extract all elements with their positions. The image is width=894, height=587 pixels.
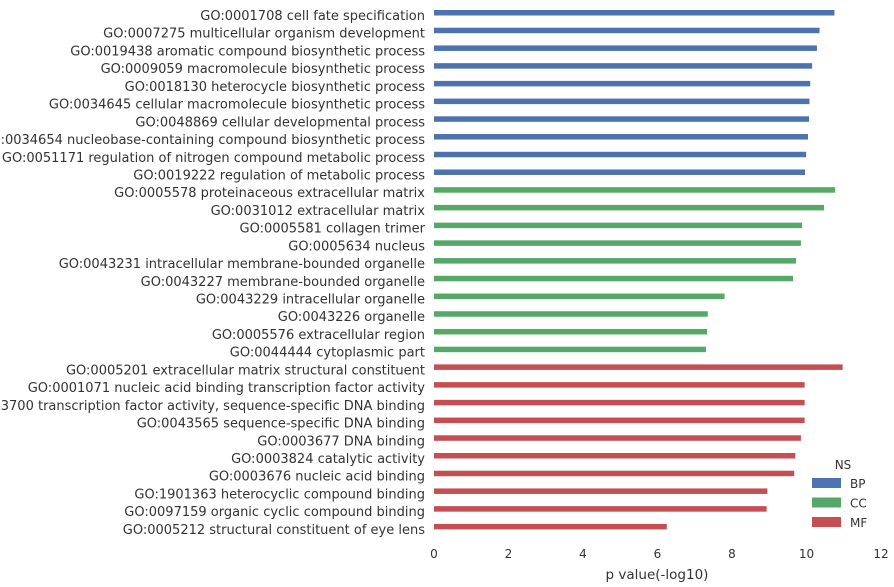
legend-swatch-cc (812, 497, 841, 508)
bar-bp (434, 63, 813, 69)
category-label: GO:0005201 extracellular matrix structur… (66, 363, 425, 378)
bar-mf (434, 435, 801, 441)
bar-bp (434, 45, 817, 51)
category-label: GO:0043565 sequence-specific DNA binding (137, 417, 425, 432)
bar-cc (434, 240, 801, 246)
legend-entries: BP CC MF (812, 477, 867, 530)
x-axis-title: p value(-log10) (606, 567, 709, 583)
bar-cc (434, 311, 708, 317)
bar-bp (434, 98, 810, 105)
x-tick-label: 12 (873, 547, 888, 561)
category-label: GO:0043226 organelle (278, 310, 425, 325)
category-label: GO:0019222 regulation of metabolic proce… (133, 168, 425, 183)
category-label: GO:0005581 collagen trimer (240, 222, 426, 237)
bar-mf (434, 470, 795, 477)
bar-mf (434, 523, 667, 530)
bar-bp (434, 10, 835, 16)
legend-title: NS (835, 458, 852, 472)
bar-mf (434, 364, 843, 370)
legend-swatch-bp (812, 478, 841, 488)
legend-label: CC (850, 497, 867, 511)
bar-bp (434, 169, 806, 175)
x-tick-label: 2 (505, 547, 513, 561)
category-label: GO:0043229 intracellular organelle (196, 293, 425, 308)
bars-group (434, 10, 843, 530)
bar-cc (434, 328, 708, 335)
category-label: GO:0031012 extracellular matrix (211, 204, 426, 219)
x-tick-label: 8 (728, 547, 736, 561)
bar-bp (434, 134, 808, 140)
category-label: GO:0051171 regulation of nitrogen compou… (2, 151, 425, 166)
category-label: GO:0003700 transcription factor activity… (0, 399, 425, 414)
bar-mf (434, 417, 805, 424)
category-label: GO:0044444 cytoplasmic part (230, 346, 425, 361)
category-label: GO:0003824 catalytic activity (231, 452, 425, 467)
category-label: GO:0005578 proteinaceous extracellular m… (114, 186, 425, 201)
bar-mf (434, 506, 767, 512)
bar-cc (434, 293, 725, 300)
category-label: GO:0003677 DNA binding (257, 434, 425, 449)
category-label: GO:0001071 nucleic acid binding transcri… (28, 381, 426, 396)
category-label: GO:0007275 multicellular organism develo… (103, 27, 425, 42)
x-tick-label: 0 (430, 547, 438, 561)
bar-cc (434, 275, 794, 282)
legend-swatch-mf (812, 517, 841, 527)
category-label: GO:0097159 organic cyclic compound bindi… (124, 505, 425, 520)
legend-label: MF (850, 516, 867, 530)
category-label: GO:0034654 nucleobase-containing compoun… (0, 133, 425, 148)
bar-bp (434, 80, 811, 87)
bar-mf (434, 453, 796, 459)
bar-mf (434, 399, 805, 406)
x-tick-label: 6 (654, 547, 662, 561)
category-label: GO:0003676 nucleic acid binding (209, 470, 425, 485)
category-label: GO:0018130 heterocycle biosynthetic proc… (125, 80, 426, 95)
bar-bp (434, 116, 810, 122)
category-label: GO:0043231 intracellular membrane-bounde… (59, 257, 425, 272)
bar-mf (434, 488, 768, 494)
category-label: GO:0019438 aromatic compound biosyntheti… (70, 44, 425, 59)
bar-cc (434, 222, 803, 229)
bar-bp (434, 27, 820, 34)
bar-cc (434, 187, 836, 193)
bar-cc (434, 258, 797, 264)
category-label: GO:0034645 cellular macromolecule biosyn… (49, 98, 425, 113)
legend: NS BP CC MF (812, 458, 867, 530)
bar-bp (434, 151, 807, 158)
category-labels-group: GO:0001708 cell fate specification GO:000… (0, 9, 426, 538)
x-tick-label: 10 (799, 547, 814, 561)
x-tick-label: 4 (579, 547, 587, 561)
x-tick-labels-group: 0 2 4 6 8 10 12 (430, 547, 888, 561)
category-label: GO:0001708 cell fate specification (200, 9, 425, 24)
bar-mf (434, 382, 805, 388)
category-label: GO:0048869 cellular developmental proces… (135, 115, 425, 130)
category-label: GO:0005576 extracellular region (212, 328, 425, 343)
bar-cc (434, 346, 706, 353)
category-label: GO:0009059 macromolecule biosynthetic pr… (101, 62, 426, 77)
category-label: GO:0005212 structural constituent of eye… (123, 523, 425, 538)
legend-label: BP (850, 477, 865, 491)
category-label: GO:1901363 heterocyclic compound binding (134, 487, 425, 502)
category-label: GO:0005634 nucleus (288, 239, 425, 254)
bar-cc (434, 204, 825, 211)
category-label: GO:0043227 membrane-bounded organelle (141, 275, 425, 290)
